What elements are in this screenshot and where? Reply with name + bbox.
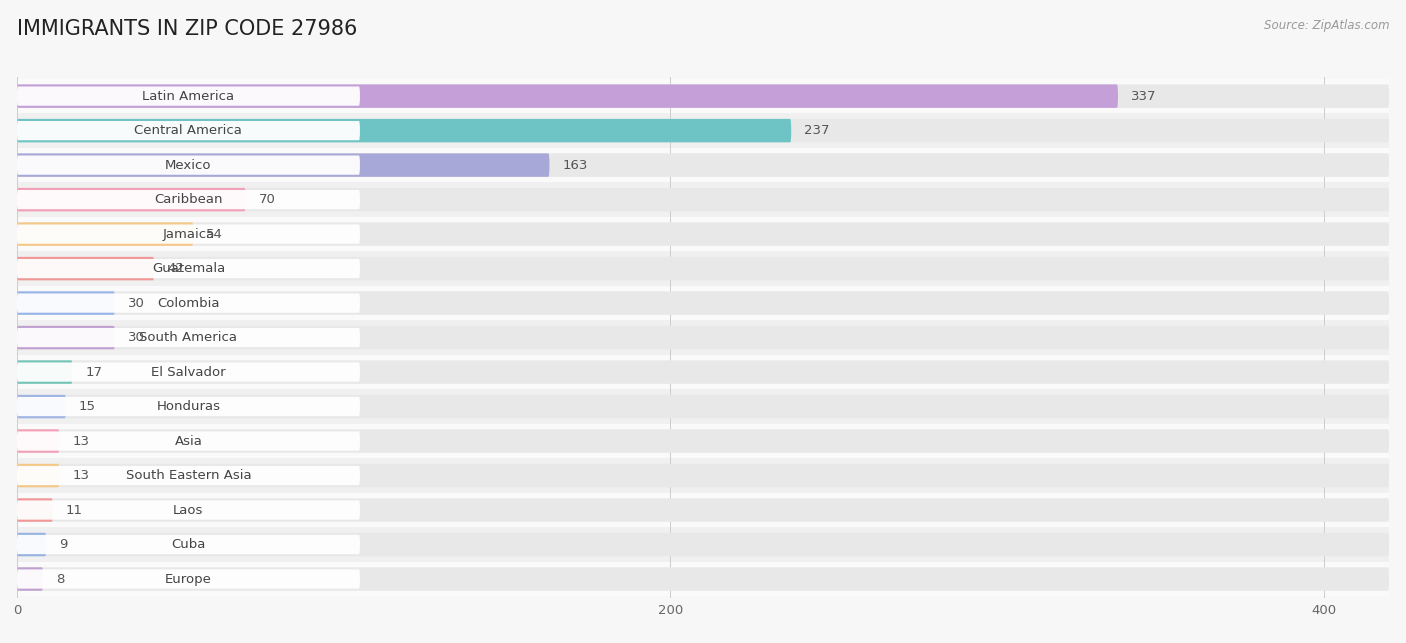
FancyBboxPatch shape bbox=[0, 389, 1406, 424]
Text: 11: 11 bbox=[66, 503, 83, 516]
Text: 42: 42 bbox=[167, 262, 184, 275]
FancyBboxPatch shape bbox=[17, 154, 1389, 177]
FancyBboxPatch shape bbox=[17, 257, 155, 280]
FancyBboxPatch shape bbox=[17, 222, 1389, 246]
Text: Honduras: Honduras bbox=[156, 400, 221, 413]
FancyBboxPatch shape bbox=[17, 567, 1389, 591]
FancyBboxPatch shape bbox=[17, 257, 1389, 280]
FancyBboxPatch shape bbox=[17, 326, 1389, 349]
FancyBboxPatch shape bbox=[17, 397, 360, 416]
FancyBboxPatch shape bbox=[0, 458, 1406, 493]
FancyBboxPatch shape bbox=[17, 363, 360, 382]
FancyBboxPatch shape bbox=[17, 360, 1389, 384]
Text: Jamaica: Jamaica bbox=[162, 228, 215, 240]
FancyBboxPatch shape bbox=[17, 188, 1389, 212]
Text: Europe: Europe bbox=[165, 572, 212, 586]
FancyBboxPatch shape bbox=[17, 119, 1389, 142]
FancyBboxPatch shape bbox=[0, 493, 1406, 527]
FancyBboxPatch shape bbox=[17, 395, 66, 419]
FancyBboxPatch shape bbox=[17, 535, 360, 554]
FancyBboxPatch shape bbox=[17, 87, 360, 105]
FancyBboxPatch shape bbox=[0, 424, 1406, 458]
FancyBboxPatch shape bbox=[17, 293, 360, 312]
FancyBboxPatch shape bbox=[0, 527, 1406, 562]
FancyBboxPatch shape bbox=[0, 320, 1406, 355]
Text: 13: 13 bbox=[73, 469, 90, 482]
FancyBboxPatch shape bbox=[17, 188, 246, 212]
FancyBboxPatch shape bbox=[17, 430, 59, 453]
FancyBboxPatch shape bbox=[17, 395, 1389, 419]
FancyBboxPatch shape bbox=[17, 154, 550, 177]
FancyBboxPatch shape bbox=[17, 224, 360, 244]
Text: Source: ZipAtlas.com: Source: ZipAtlas.com bbox=[1264, 19, 1389, 32]
FancyBboxPatch shape bbox=[0, 183, 1406, 217]
FancyBboxPatch shape bbox=[17, 464, 59, 487]
Text: Mexico: Mexico bbox=[165, 159, 212, 172]
FancyBboxPatch shape bbox=[0, 148, 1406, 183]
Text: South Eastern Asia: South Eastern Asia bbox=[125, 469, 252, 482]
Text: El Salvador: El Salvador bbox=[150, 366, 226, 379]
FancyBboxPatch shape bbox=[17, 498, 1389, 521]
FancyBboxPatch shape bbox=[0, 251, 1406, 286]
FancyBboxPatch shape bbox=[0, 79, 1406, 113]
FancyBboxPatch shape bbox=[17, 500, 360, 520]
FancyBboxPatch shape bbox=[17, 570, 360, 588]
FancyBboxPatch shape bbox=[17, 533, 1389, 556]
Text: 70: 70 bbox=[259, 193, 276, 206]
FancyBboxPatch shape bbox=[17, 328, 360, 347]
Text: Guatemala: Guatemala bbox=[152, 262, 225, 275]
Text: 9: 9 bbox=[59, 538, 67, 551]
FancyBboxPatch shape bbox=[0, 286, 1406, 320]
Text: 163: 163 bbox=[562, 159, 588, 172]
FancyBboxPatch shape bbox=[17, 84, 1118, 108]
Text: Central America: Central America bbox=[135, 124, 242, 137]
FancyBboxPatch shape bbox=[17, 498, 53, 521]
FancyBboxPatch shape bbox=[17, 430, 1389, 453]
Text: IMMIGRANTS IN ZIP CODE 27986: IMMIGRANTS IN ZIP CODE 27986 bbox=[17, 19, 357, 39]
Text: 54: 54 bbox=[207, 228, 224, 240]
FancyBboxPatch shape bbox=[17, 291, 1389, 315]
Text: 30: 30 bbox=[128, 331, 145, 344]
FancyBboxPatch shape bbox=[17, 121, 360, 140]
Text: 337: 337 bbox=[1130, 89, 1157, 103]
FancyBboxPatch shape bbox=[0, 217, 1406, 251]
FancyBboxPatch shape bbox=[17, 431, 360, 451]
Text: 17: 17 bbox=[86, 366, 103, 379]
Text: Cuba: Cuba bbox=[172, 538, 205, 551]
Text: 237: 237 bbox=[804, 124, 830, 137]
Text: 15: 15 bbox=[79, 400, 96, 413]
FancyBboxPatch shape bbox=[17, 567, 44, 591]
Text: Laos: Laos bbox=[173, 503, 204, 516]
FancyBboxPatch shape bbox=[17, 119, 792, 142]
Text: 8: 8 bbox=[56, 572, 65, 586]
Text: Latin America: Latin America bbox=[142, 89, 235, 103]
Text: Asia: Asia bbox=[174, 435, 202, 448]
FancyBboxPatch shape bbox=[17, 466, 360, 485]
FancyBboxPatch shape bbox=[17, 190, 360, 209]
FancyBboxPatch shape bbox=[17, 464, 1389, 487]
FancyBboxPatch shape bbox=[17, 156, 360, 175]
FancyBboxPatch shape bbox=[17, 291, 115, 315]
FancyBboxPatch shape bbox=[17, 360, 73, 384]
FancyBboxPatch shape bbox=[17, 259, 360, 278]
Text: Colombia: Colombia bbox=[157, 296, 219, 309]
FancyBboxPatch shape bbox=[0, 355, 1406, 389]
Text: South America: South America bbox=[139, 331, 238, 344]
FancyBboxPatch shape bbox=[17, 222, 193, 246]
FancyBboxPatch shape bbox=[0, 113, 1406, 148]
FancyBboxPatch shape bbox=[17, 326, 115, 349]
FancyBboxPatch shape bbox=[17, 533, 46, 556]
FancyBboxPatch shape bbox=[0, 562, 1406, 596]
Text: Caribbean: Caribbean bbox=[155, 193, 222, 206]
Text: 30: 30 bbox=[128, 296, 145, 309]
Text: 13: 13 bbox=[73, 435, 90, 448]
FancyBboxPatch shape bbox=[17, 84, 1389, 108]
